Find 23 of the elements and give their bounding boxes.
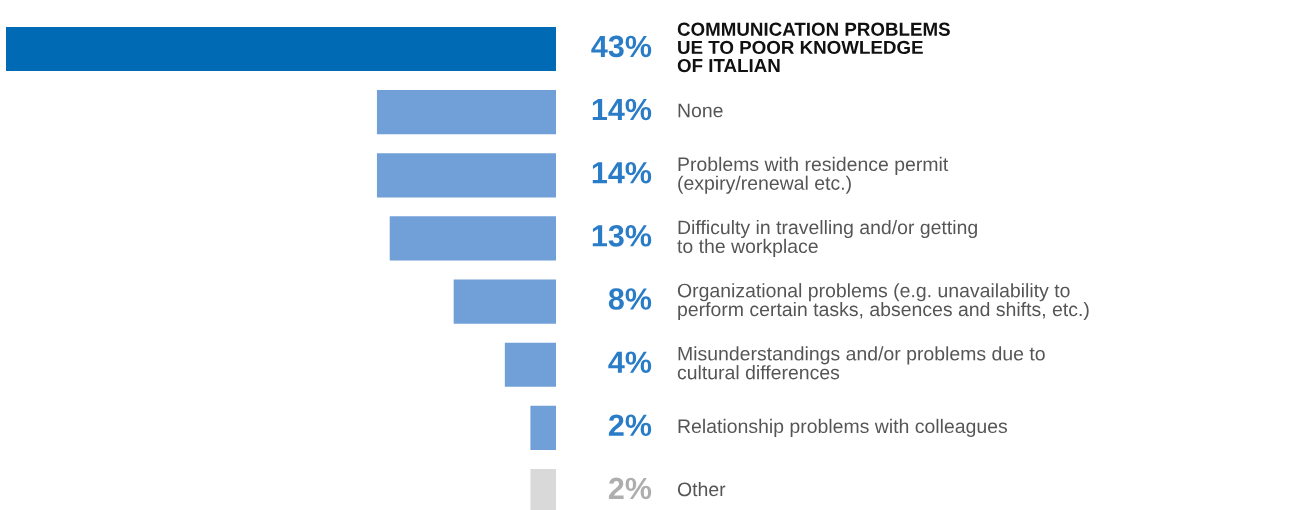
data-label: 14% <box>592 98 652 121</box>
data-label: 8% <box>608 288 652 310</box>
data-label: 2% <box>608 414 652 437</box>
y-tick-label: COMMUNICATION PROBLEMS UE TO POOR KNOWLEDGE OF ITALIAN <box>677 22 950 73</box>
bar <box>504 342 556 387</box>
bar <box>453 279 556 324</box>
bar <box>376 153 556 198</box>
data-label: 4% <box>608 351 652 373</box>
y-tick-label: Problems with residence permit (expiry/renewal etc.) <box>678 156 949 194</box>
y-tick-label: Difficulty in travelling and/or getting to the workplace <box>677 219 977 257</box>
bar <box>530 405 556 451</box>
y-tick-label: Other <box>677 481 726 497</box>
bar <box>389 216 556 261</box>
y-tick-label: Relationship problems with colleagues <box>678 418 1008 437</box>
data-label: 43% <box>591 35 652 58</box>
bar <box>6 26 556 72</box>
y-tick-label: Misunderstandings and/or problems due to cultural differences <box>677 346 1045 380</box>
data-label: 2% <box>608 477 652 500</box>
data-label: 13% <box>592 225 652 247</box>
data-label: 14% <box>592 161 652 184</box>
y-tick-label: None <box>678 103 723 118</box>
y-tick-label: Organizational problems (e.g. unavailability to perform certain tasks, absences and shifts, etc.) <box>677 283 1089 321</box>
bar <box>376 90 556 135</box>
